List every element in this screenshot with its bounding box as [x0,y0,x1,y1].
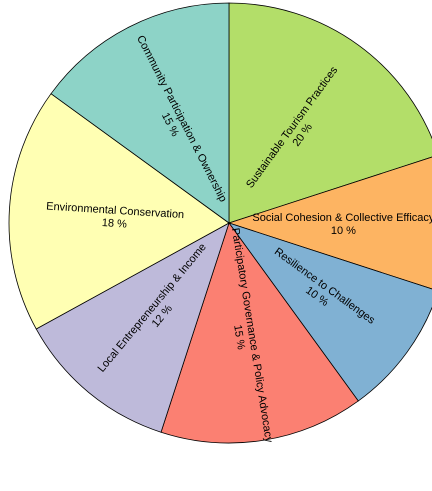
pie-slice-environmental-conservation [8,93,230,330]
pie-slice-social-cohesion-collective-efficacy [227,156,432,290]
slice-value-label: 15 % [231,324,247,351]
pie-slices [8,2,432,444]
pie-slice-sustainable-tourism-practices [228,2,432,224]
pie-slice-participatory-governance-policy-advocacy [160,222,359,444]
slice-value-label: 18 % [101,217,127,231]
pie-slice-resilience-to-challenges [227,222,432,402]
slice-name-label: Social Cohesion & Collective Efficacy [252,212,432,224]
pie-slice-community-participation-ownership [50,2,230,224]
slice-value-label: 10 % [331,225,356,237]
slice-label-group-social-cohesion-collective-efficacy: Social Cohesion & Collective Efficacy10 … [252,212,432,237]
pie-slice-local-entrepreneurship-income [35,222,230,433]
